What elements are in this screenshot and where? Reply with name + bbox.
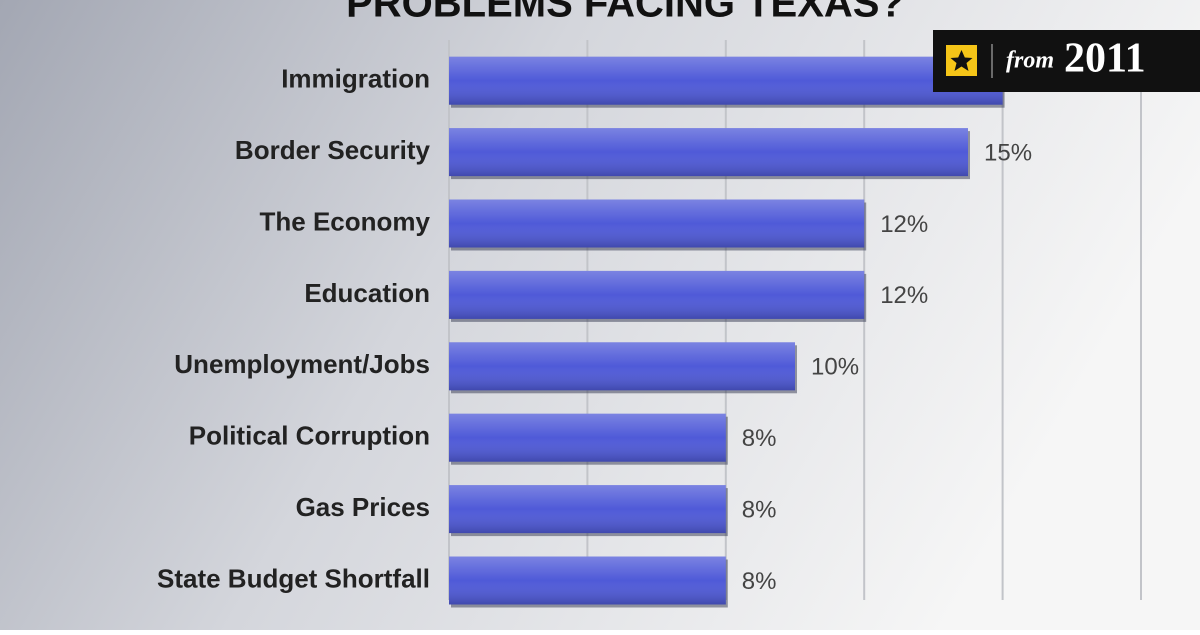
value-label: 8% [742,568,777,595]
category-label: Unemployment/Jobs [174,349,430,379]
bar-shine [449,199,865,248]
bar-shine [449,128,968,177]
category-label: The Economy [260,206,431,236]
bars: Immigration Border Security 15% The Economy… [157,56,1032,608]
category-label: Immigration [281,64,430,94]
badge-year: 2011 [1064,36,1146,82]
badge-background [933,30,1200,92]
value-label: 12% [880,282,928,309]
bar-shine [449,56,1003,105]
bar-shine [449,556,726,605]
chart-title: PROBLEMS FACING TEXAS? [346,0,904,26]
bar-shine [449,485,726,534]
value-label: 10% [811,354,859,381]
value-label: 8% [742,425,777,452]
bar-shine [449,413,726,462]
category-label: Education [304,278,430,308]
value-label: 12% [880,211,928,238]
category-label: State Budget Shortfall [157,563,430,593]
bar-shine [449,270,865,319]
badge-prefix: from [1006,48,1054,74]
value-label: 8% [742,496,777,523]
bar-shine [449,342,795,391]
value-label: 15% [984,139,1032,166]
badge: from 2011 [933,30,1200,92]
category-label: Political Corruption [189,421,430,451]
badge-star [950,50,973,71]
category-label: Border Security [235,135,431,165]
category-label: Gas Prices [296,492,430,522]
